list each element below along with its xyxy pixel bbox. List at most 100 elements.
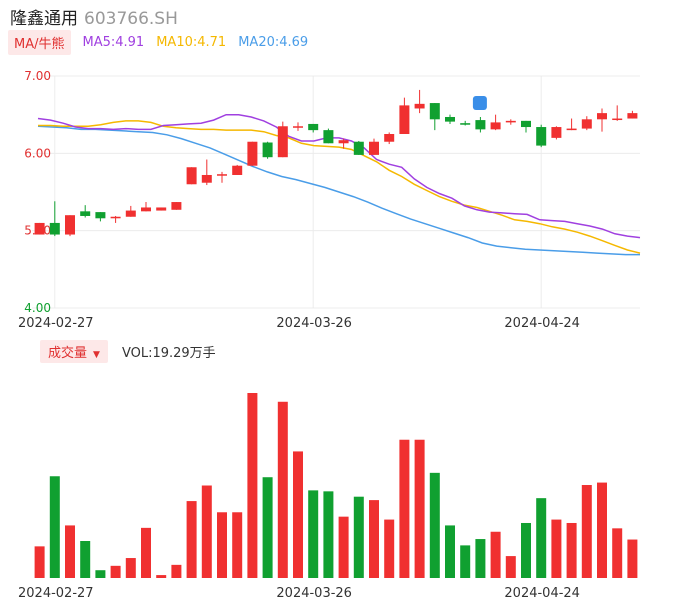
volume-bar [247,393,258,578]
time-axis-label: 2024-03-26 [276,316,352,331]
volume-bar [95,570,106,578]
volume-bar [277,401,288,578]
price-axis-label: 6.00 [24,146,51,160]
volume-bar [505,556,516,578]
volume-bar [186,501,197,578]
event-marker-icon [472,96,487,110]
ma5-line [37,113,641,239]
volume-bar [217,512,227,578]
volume-bar [353,496,364,578]
dropdown-arrow-icon: ▼ [93,349,100,360]
volume-bar [429,472,440,578]
volume-bar [414,439,425,578]
ma-legend: MA/牛熊 MA5:4.91 MA10:4.71 MA20:4.69 [8,29,309,55]
volume-bar [490,531,501,578]
volume-bar [262,477,273,578]
volume-bar [65,525,75,578]
time-axis-label: 2024-04-24 [504,586,580,601]
ma10-line [38,120,641,254]
time-axis-label: 2024-02-27 [18,316,94,331]
volume-bar [156,575,167,578]
volume-bar [293,451,303,578]
ma10-legend: MA10:4.71 [156,34,227,50]
volume-bar [581,485,592,578]
volume-bar [201,485,212,578]
candle-body [141,207,151,212]
time-axis-label: 2024-02-27 [18,586,94,601]
price-axis-label: 5.00 [24,224,51,238]
volume-bar [445,525,455,578]
volume-bar [80,541,91,578]
volume-bar [141,527,151,578]
candle-body [460,123,471,125]
stock-name: 隆鑫通用 [10,9,78,29]
volume-bar [384,519,395,578]
candle-body [475,120,486,130]
candle-body [369,141,379,155]
candle-body [201,174,212,183]
volume-bar [49,476,60,578]
volume-bar [460,545,471,578]
ma20-line [37,125,640,256]
candle-body [384,134,395,142]
volume-indicator-label: 成交量 [48,345,88,361]
ma5-legend: MA5:4.91 [82,34,145,50]
candle-body [353,141,364,155]
stock-header: 隆鑫通用 603766.SH [10,4,178,29]
candle-body [445,116,455,122]
volume-legend: 成交量 ▼ VOL:19.29万手 [40,339,216,363]
candle-body [217,174,227,176]
volume-bar [475,539,486,578]
time-axis-label: 2024-04-24 [504,316,580,331]
volume-bar [323,491,334,578]
candle-body [125,210,136,217]
candle-body [277,126,288,158]
candle-body [156,207,167,211]
candle-body [505,120,516,123]
candle-body [429,103,440,120]
candle-body [399,105,410,134]
candle-body [232,165,243,175]
candle-body [536,127,547,146]
stock-code: 603766.SH [84,9,178,29]
candle-body [551,127,562,138]
volume-bar [125,558,136,578]
volume-bar [171,564,182,578]
ma-indicator-selector[interactable]: MA/牛熊 [8,29,71,55]
volume-value: VOL:19.29万手 [121,345,216,361]
candle-body [490,122,501,130]
candle-body [293,126,303,128]
volume-indicator-selector[interactable]: 成交量 ▼ [40,339,108,363]
candle-body [597,113,607,120]
volume-bar [551,519,562,578]
ma20-legend: MA20:4.69 [238,34,309,50]
candle-body [627,113,638,119]
candle-body [521,120,531,128]
price-axis-label: 7.00 [24,69,51,83]
volume-bar [597,482,607,578]
candle-body [65,215,75,235]
volume-bar [566,522,577,578]
candle-body [34,222,45,235]
volume-bar [627,539,638,578]
volume-bar [308,490,319,578]
candle-body [581,119,592,129]
candle-body [49,222,60,235]
candle-body [80,211,91,216]
candle-body [338,140,349,144]
candle-body [186,167,197,185]
candle-body [247,141,258,166]
volume-bar [399,439,410,578]
candle-body [414,103,425,109]
candle-body [95,212,106,219]
candle-body [110,216,121,219]
volume-bar [34,546,45,578]
volume-bar [369,500,379,578]
volume-bar [232,512,243,578]
volume-bar [110,565,121,578]
candle-body [308,123,319,131]
volume-bar [521,522,531,578]
volume-bar [536,498,547,578]
price-axis-label: 4.00 [24,301,51,315]
